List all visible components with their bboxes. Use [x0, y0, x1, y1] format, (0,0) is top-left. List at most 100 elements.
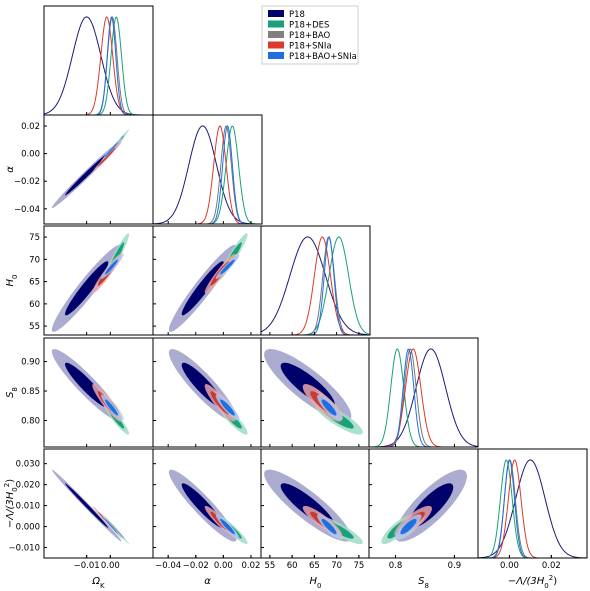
y-axis-alpha: −0.04 −0.02 0.00 0.02 α [5, 122, 47, 215]
contour-68-alpha-lam-series-4 [220, 518, 235, 535]
x-axis-omk: −0.01 0.00 ΩK [74, 555, 120, 590]
x-tick-label: 0.02 [241, 561, 260, 571]
contour-68-s8-lam-series-4 [400, 518, 417, 535]
legend-label: P18+DES [289, 21, 329, 31]
marginal-lam-series-4 [478, 459, 587, 558]
y-tick-label: −0.04 [14, 205, 40, 215]
x-tick-label: 60 [287, 561, 298, 571]
y-axis-label-lam: −Λ/(3H02) [3, 479, 19, 528]
panel-omk-omk [43, 5, 154, 116]
panel-h0-s8 [260, 337, 371, 448]
panel-omk-alpha [43, 114, 154, 225]
panel-alpha-s8 [152, 337, 263, 448]
panel-lam-lam [477, 448, 588, 559]
panel-omk-h0 [43, 225, 154, 336]
x-axis-label-h0: H0 [310, 576, 322, 590]
panel-omk-s8 [43, 337, 154, 448]
x-tick-label: 0.00 [500, 561, 519, 571]
x-tick-label: 0.9 [448, 561, 462, 571]
x-tick-label: 70 [331, 561, 342, 571]
y-axis-label-h0: H0 [5, 275, 19, 287]
panel-frame [152, 114, 263, 225]
contour-68-omk-alpha-series-3 [97, 147, 116, 167]
panel-h0-h0 [260, 225, 371, 336]
panel-s8-lam [368, 448, 479, 559]
y-tick-label: 0.80 [21, 416, 40, 426]
y-tick-label: 0.85 [21, 387, 40, 397]
contour-68-alpha-h0-series-0 [181, 261, 224, 316]
legend-swatch [268, 52, 284, 59]
y-axis-label-s8: S8 [5, 387, 19, 398]
y-axis-h0: 55 60 65 70 75 H0 [5, 233, 47, 332]
y-tick-label: 0.000 [16, 523, 40, 533]
y-tick-label: 55 [29, 322, 40, 332]
contour-68-alpha-h0-series-4 [220, 259, 235, 275]
panel-frame [368, 337, 479, 448]
y-axis-lam: −0.010 0.000 0.010 0.020 0.030 −Λ/(3H02) [3, 460, 47, 554]
y-tick-label: 60 [29, 300, 40, 310]
y-tick-label: 0.030 [16, 460, 40, 470]
contour-68-omk-s8-series-4 [105, 399, 119, 416]
marginal-h0-series-1 [261, 236, 370, 335]
x-tick-label: 0.00 [101, 561, 120, 571]
y-axis-label-alpha: α [5, 166, 16, 173]
y-tick-label: −0.02 [14, 177, 40, 187]
contour-68-omk-alpha-series-0 [65, 153, 109, 196]
legend-label: P18+BAO+SNIa [289, 52, 357, 62]
legend-swatch [268, 41, 284, 49]
x-axis-label-lam: −Λ/(3H02) [508, 574, 557, 590]
x-axis-s8: 0.8 0.9 S8 [389, 555, 461, 590]
panel-alpha-h0 [152, 225, 263, 336]
y-tick-label: 70 [29, 255, 40, 265]
x-tick-label: 55 [264, 561, 275, 571]
x-tick-label: 0.00 [214, 561, 233, 571]
contour-68-h0-lam-series-4 [321, 518, 337, 535]
marginal-h0-series-0 [261, 236, 370, 335]
panel-frame [477, 448, 588, 559]
x-tick-label: −0.02 [183, 561, 209, 571]
x-axis-label-omk: ΩK [91, 576, 105, 590]
marginal-alpha-series-0 [153, 125, 262, 224]
x-axis-label-alpha: α [204, 576, 211, 587]
legend-label: P18 [289, 10, 305, 20]
legend-swatch [268, 31, 284, 38]
marginal-s8-series-0 [369, 348, 478, 447]
x-tick-label: −0.01 [74, 561, 100, 571]
y-tick-label: 0.020 [16, 481, 40, 491]
y-axis-s8: 0.80 0.85 0.90 S8 [5, 358, 47, 426]
y-tick-label: 0.010 [16, 502, 40, 512]
x-axis-h0: 55 60 65 70 75 H0 [264, 555, 364, 590]
y-tick-label: 65 [29, 278, 40, 288]
marginal-omk-series-4 [44, 16, 153, 115]
x-tick-label: 75 [353, 561, 364, 571]
x-tick-label: 65 [309, 561, 320, 571]
contour-68-omk-h0-series-0 [65, 261, 109, 316]
x-axis-label-s8: S8 [418, 576, 429, 590]
y-tick-label: −0.010 [9, 544, 40, 554]
marginal-omk-series-3 [44, 16, 153, 115]
panel-alpha-lam [152, 448, 263, 559]
panel-alpha-alpha [152, 114, 263, 225]
marginal-h0-series-4 [261, 235, 370, 335]
y-tick-label: 75 [29, 233, 40, 243]
legend-swatch [268, 10, 284, 17]
panel-s8-s8 [368, 337, 479, 448]
legend-label: P18+SNIa [289, 42, 332, 52]
x-tick-label: 0.8 [389, 561, 403, 571]
marginal-lam-series-1 [478, 459, 587, 558]
contour-68-omk-h0-series-4 [105, 259, 119, 275]
y-tick-label: 0.02 [21, 122, 40, 132]
panel-frame [260, 225, 371, 336]
panel-h0-lam [260, 448, 371, 559]
x-tick-label: 0.02 [542, 561, 561, 571]
contour-68-h0-s8-series-4 [321, 399, 337, 416]
contour-68-omk-alpha-series-4 [105, 142, 119, 157]
legend-label: P18+BAO [289, 31, 331, 41]
legend-swatch [268, 20, 284, 28]
contour-68-omk-lam-series-4 [105, 518, 119, 535]
y-tick-label: 0.90 [21, 358, 40, 368]
y-tick-label: 0.00 [21, 150, 40, 160]
marginal-lam-series-0 [478, 459, 587, 558]
